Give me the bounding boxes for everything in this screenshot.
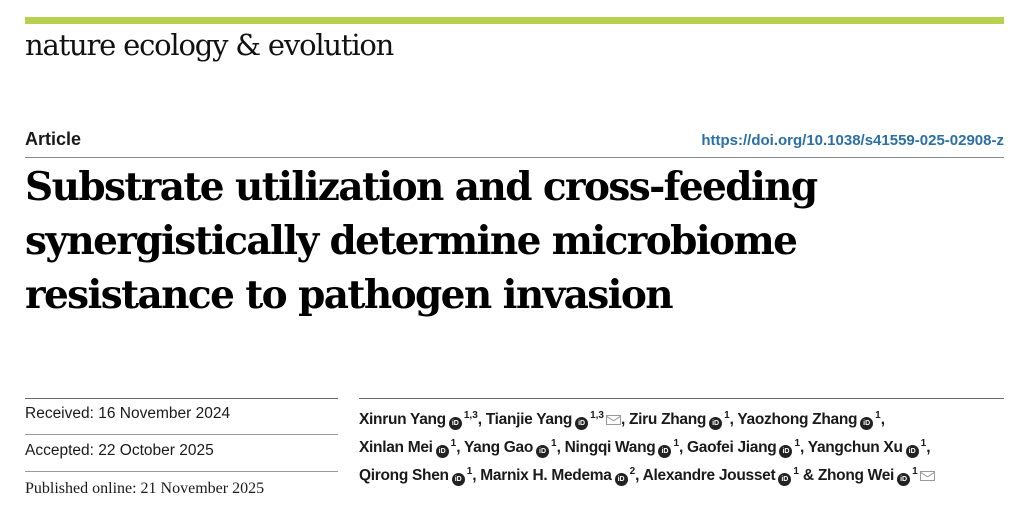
affiliation-number[interactable]: 1,3 <box>590 410 604 421</box>
author: Qirong Shen iD1 <box>359 466 473 486</box>
orcid-icon[interactable]: iD <box>905 445 919 458</box>
author: Ziru Zhang iD1 <box>629 410 730 430</box>
affiliation-number[interactable]: 1 <box>466 466 473 477</box>
author-name[interactable]: Yang Gao <box>463 439 534 456</box>
journal-accent-bar <box>25 17 1004 24</box>
author: Yaozhong Zhang iD1 <box>737 410 881 430</box>
author-name[interactable]: Ziru Zhang <box>629 411 707 428</box>
date-divider <box>25 434 338 435</box>
affiliation-number[interactable]: 1 <box>673 438 680 449</box>
date-divider <box>25 471 338 472</box>
published-date: Published online: 21 November 2025 <box>25 480 265 497</box>
orcid-icon[interactable]: iD <box>778 473 792 486</box>
orcid-icon[interactable]: iD <box>709 417 723 430</box>
article-type: Article <box>25 129 82 149</box>
author: Yang Gao iD1 <box>463 438 557 458</box>
author-name[interactable]: Gaofei Jiang <box>687 439 777 456</box>
orcid-icon[interactable]: iD <box>860 417 874 430</box>
author-name[interactable]: Xinlan Mei <box>359 439 433 456</box>
author-list: Xinrun Yang iD1,3, Tianjie Yang iD1,3, Zir… <box>359 404 1009 488</box>
received-date: Received: 16 November 2024 <box>25 405 231 422</box>
orcid-icon[interactable]: iD <box>897 473 911 486</box>
orcid-icon[interactable]: iD <box>451 473 465 486</box>
author-name[interactable]: Marnix H. Medema <box>480 467 612 484</box>
author-name[interactable]: Xinrun Yang <box>359 411 446 428</box>
article-title: Substrate utilization and cross-feeding … <box>25 164 818 318</box>
author: Ningqi Wang iD1 <box>564 438 680 458</box>
mail-icon[interactable] <box>919 471 935 481</box>
author-name[interactable]: Qirong Shen <box>359 467 449 484</box>
author: Alexandre Jousset iD1 <box>642 466 799 486</box>
author-name[interactable]: Tianjie Yang <box>485 411 573 428</box>
mail-icon[interactable] <box>605 415 621 425</box>
author: Yangchun Xu iD1 <box>807 438 927 458</box>
orcid-icon[interactable]: iD <box>435 445 449 458</box>
author-name[interactable]: Yangchun Xu <box>807 439 903 456</box>
orcid-icon[interactable]: iD <box>448 417 462 430</box>
accepted-date: Accepted: 22 October 2025 <box>25 442 214 459</box>
author-name[interactable]: Ningqi Wang <box>564 439 656 456</box>
affiliation-number[interactable]: 2 <box>629 466 636 477</box>
affiliation-number[interactable]: 1 <box>875 410 881 421</box>
author: Xinlan Mei iD1 <box>359 438 457 458</box>
author: Marnix H. Medema iD2 <box>480 466 636 486</box>
author-name[interactable]: Alexandre Jousset <box>642 467 776 484</box>
affiliation-number[interactable]: 1 <box>793 466 799 477</box>
author: Xinrun Yang iD1,3 <box>359 410 478 430</box>
orcid-icon[interactable]: iD <box>779 445 793 458</box>
affiliation-number[interactable]: 1,3 <box>463 410 478 421</box>
affiliation-number[interactable]: 1 <box>912 466 918 477</box>
affiliation-number[interactable]: 1 <box>551 438 557 449</box>
authors-divider <box>359 398 1004 399</box>
header-divider <box>25 157 1004 158</box>
author-name[interactable]: Zhong Wei <box>817 467 895 484</box>
author-name[interactable]: Yaozhong Zhang <box>737 411 858 428</box>
orcid-icon[interactable]: iD <box>658 445 672 458</box>
orcid-icon[interactable]: iD <box>536 445 550 458</box>
author: Tianjie Yang iD1,3 <box>485 410 621 430</box>
affiliation-number[interactable]: 1 <box>920 438 927 449</box>
affiliation-number[interactable]: 1 <box>794 438 801 449</box>
dates-divider <box>25 398 338 399</box>
orcid-icon[interactable]: iD <box>575 417 589 430</box>
journal-name[interactable]: nature ecology & evolution <box>25 28 394 62</box>
doi-link[interactable]: https://doi.org/10.1038/s41559-025-02908… <box>701 132 1004 149</box>
author: Zhong Wei iD1 <box>817 466 935 486</box>
affiliation-number[interactable]: 1 <box>724 410 730 421</box>
author: Gaofei Jiang iD1 <box>687 438 801 458</box>
affiliation-number[interactable]: 1 <box>450 438 457 449</box>
orcid-icon[interactable]: iD <box>614 473 628 486</box>
